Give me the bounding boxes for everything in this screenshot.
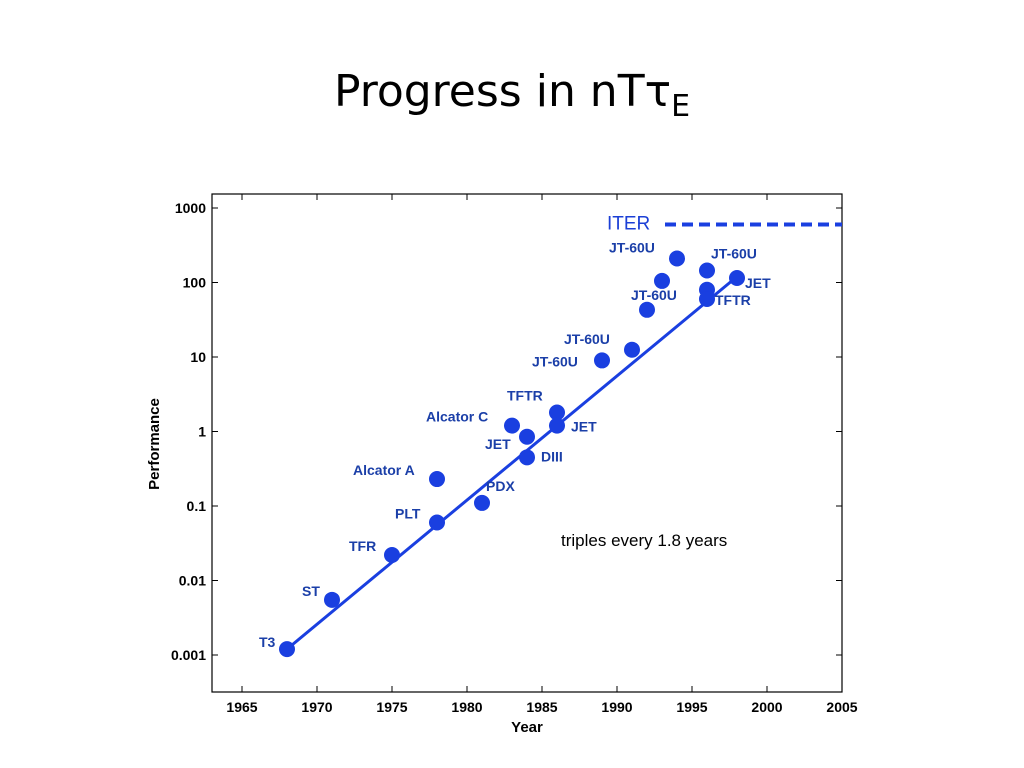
data-point — [594, 352, 610, 369]
x-tick-label: 1990 — [601, 699, 632, 715]
slide-title-main: Progress in nTτ — [333, 66, 672, 117]
point-label: TFR — [349, 538, 376, 554]
point-label: JET — [745, 275, 771, 291]
data-point — [639, 301, 655, 318]
y-tick-label: 0.001 — [171, 647, 206, 663]
trend-annotation: triples every 1.8 years — [561, 531, 727, 550]
point-label: PLT — [395, 506, 421, 522]
point-label: JT-60U — [631, 287, 677, 303]
point-label: Alcator A — [353, 462, 415, 478]
data-point — [429, 514, 445, 531]
y-tick-label: 100 — [183, 275, 207, 291]
data-point — [474, 494, 490, 511]
x-tick-label: 1995 — [676, 699, 707, 715]
x-tick-label: 1965 — [226, 699, 257, 715]
y-tick-label: 0.1 — [187, 498, 207, 514]
data-point — [699, 262, 715, 279]
slide-title-subscript: E — [671, 89, 691, 124]
y-tick-label: 0.01 — [179, 573, 206, 589]
data-point — [624, 341, 640, 358]
x-tick-label: 1985 — [526, 699, 557, 715]
data-point — [654, 272, 670, 289]
point-label: JT-60U — [711, 245, 757, 261]
point-label: JT-60U — [532, 353, 578, 369]
point-label: JET — [571, 419, 597, 435]
y-tick-label: 10 — [190, 349, 206, 365]
slide-title: Progress in nTτE — [0, 66, 1024, 124]
x-tick-label: 2000 — [751, 699, 782, 715]
x-tick-label: 1980 — [451, 699, 482, 715]
point-label: Alcator C — [426, 409, 488, 425]
point-labels: T3 ST TFR PLT Alcator A PDX Alcator C JET DIII TF… — [259, 239, 771, 650]
y-tick-label: 1000 — [175, 200, 206, 216]
data-point — [504, 417, 520, 434]
point-label: T3 — [259, 634, 276, 650]
x-tick-label: 2005 — [826, 699, 857, 715]
x-tick-label: 1970 — [301, 699, 332, 715]
data-point — [549, 417, 565, 434]
fit-line — [286, 275, 738, 651]
point-label: TFTR — [715, 292, 751, 308]
x-axis-label: Year — [511, 719, 543, 736]
data-point — [279, 641, 295, 658]
data-point — [549, 404, 565, 421]
point-label: TFTR — [507, 387, 543, 403]
data-point — [384, 546, 400, 563]
data-point — [519, 449, 535, 466]
data-point — [324, 591, 340, 608]
plot-frame — [211, 193, 843, 693]
data-point — [519, 428, 535, 445]
fit-line-path — [286, 275, 738, 651]
data-point — [429, 471, 445, 488]
point-label: ST — [302, 583, 320, 599]
point-label: JT-60U — [609, 239, 655, 255]
iter-reference: ITER — [607, 214, 842, 235]
point-label: JET — [485, 436, 511, 452]
data-point — [669, 250, 685, 267]
data-points — [279, 250, 745, 658]
iter-label: ITER — [607, 214, 650, 235]
point-label: PDX — [486, 478, 515, 494]
point-label: JT-60U — [564, 331, 610, 347]
data-point — [729, 269, 745, 286]
data-point — [699, 291, 715, 308]
axes: 1965 1970 1975 1980 1985 1990 1995 2000 2005 0.00… — [171, 194, 858, 715]
y-axis-label: Performance — [146, 398, 163, 490]
y-tick-label: 1 — [198, 424, 206, 440]
point-label: DIII — [541, 448, 563, 464]
x-tick-label: 1975 — [376, 699, 407, 715]
